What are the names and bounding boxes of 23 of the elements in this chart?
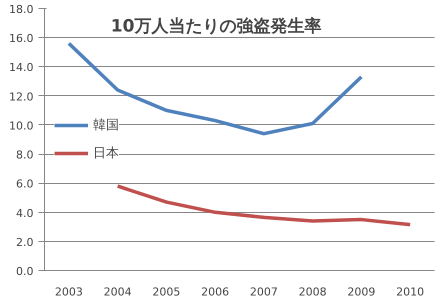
x-tick-label: 2003 — [54, 286, 83, 298]
line-series — [67, 42, 364, 136]
line-series — [116, 184, 412, 226]
y-tick-label: 2.0 — [16, 236, 34, 249]
legend-label: 韓国 — [93, 117, 119, 134]
y-tick-label: 12.0 — [9, 90, 34, 104]
legend-label: 日本 — [93, 145, 119, 162]
y-tick-label: 8.0 — [16, 148, 34, 162]
y-tick-label: 16.0 — [9, 32, 34, 46]
y-tick-label: 4.0 — [16, 206, 34, 220]
x-tick-label: 2006 — [201, 286, 230, 298]
y-tick-label: 6.0 — [16, 178, 34, 191]
x-tick-label: 2010 — [396, 286, 424, 298]
x-tick-label: 2005 — [152, 286, 180, 298]
text: 10万人当たりの強盗発生率 — [110, 16, 322, 36]
y-tick-label: 10.0 — [9, 119, 34, 132]
x-tick-label: 2008 — [298, 286, 327, 298]
y-tick-label: 18.0 — [9, 3, 34, 16]
x-tick-label: 2004 — [104, 286, 132, 298]
y-tick-label: 14.0 — [9, 61, 34, 74]
x-tick-label: 2009 — [347, 286, 376, 298]
x-tick-label: 2007 — [250, 286, 278, 298]
y-tick-label: 0.0 — [16, 265, 34, 278]
